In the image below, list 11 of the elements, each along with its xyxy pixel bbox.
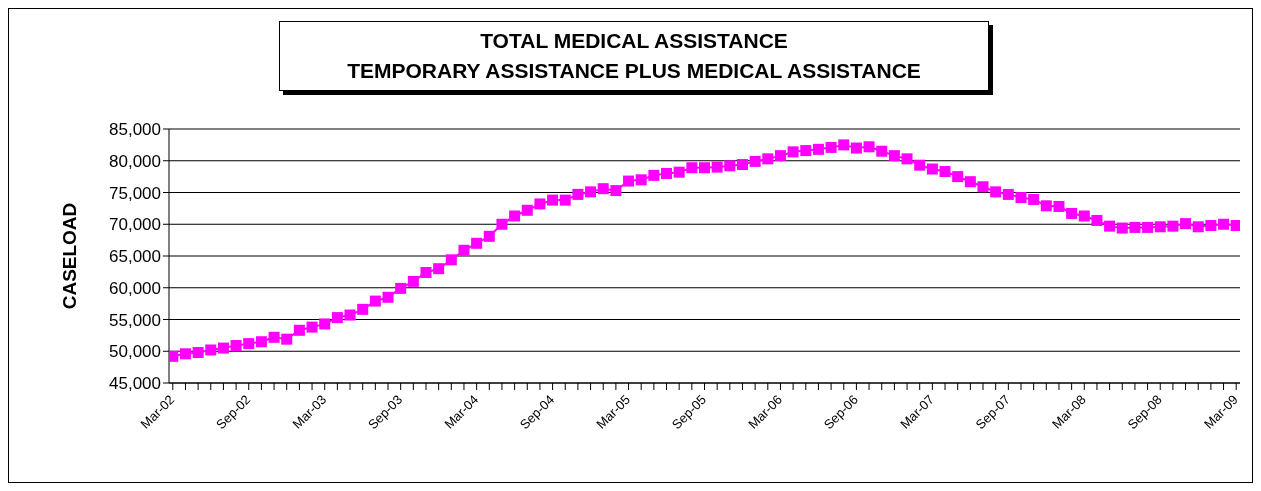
y-tick-label: 75,000 — [109, 183, 161, 203]
y-tick-label: 60,000 — [109, 278, 161, 298]
y-tick-label: 85,000 — [109, 120, 161, 140]
y-tick-label: 45,000 — [109, 374, 161, 394]
y-tick-label: 65,000 — [109, 247, 161, 267]
y-tick-label: 50,000 — [109, 342, 161, 362]
y-tick-label: 70,000 — [109, 215, 161, 235]
chart-title: TOTAL MEDICAL ASSISTANCE TEMPORARY ASSISTANCE PLUS MEDICAL ASSISTANCE — [346, 28, 922, 84]
y-tick-label: 55,000 — [109, 310, 161, 330]
y-tick-label: 80,000 — [109, 151, 161, 171]
y-axis-title: CASELOAD — [58, 202, 80, 310]
